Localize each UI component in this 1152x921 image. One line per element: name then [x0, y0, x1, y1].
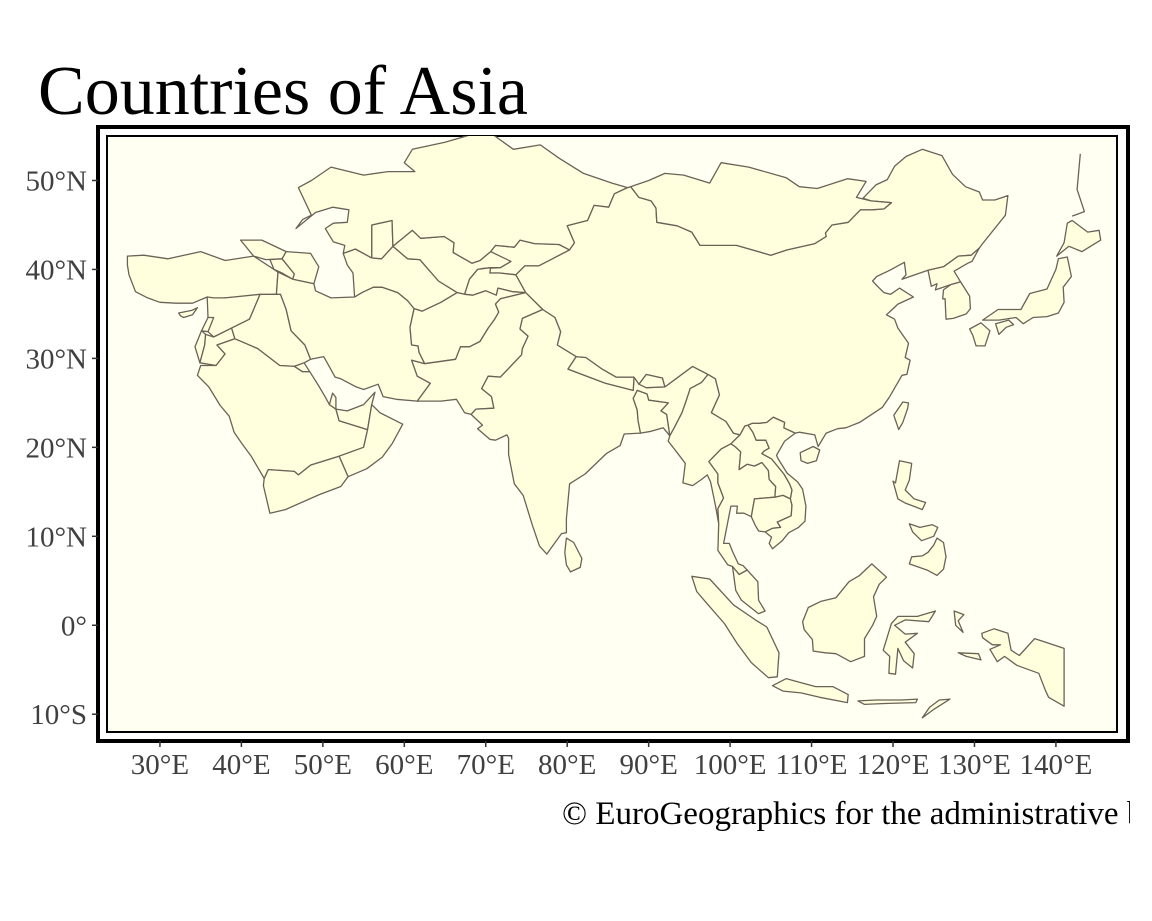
region-mindanao: [908, 537, 947, 577]
region-java: [771, 677, 849, 704]
x-tick-label: 60°E: [375, 749, 433, 781]
y-tick-label: 30°N: [25, 343, 87, 375]
region-timor: [921, 698, 951, 719]
y-axis-ticks: 50°N 40°N 30°N 20°N 10°N 0° 10°S: [25, 165, 98, 731]
region-oman: [338, 403, 404, 478]
region-lesser-sunda: [857, 698, 919, 706]
region-seram: [957, 652, 982, 661]
region-hainan: [799, 445, 821, 465]
region-sakhalin: [1071, 153, 1086, 217]
region-kazakhstan: [295, 136, 629, 264]
region-sumatra: [691, 575, 780, 679]
y-tick-label: 10°N: [25, 521, 87, 553]
x-tick-label: 70°E: [457, 749, 515, 781]
x-tick-label: 110°E: [776, 749, 848, 781]
region-cyprus: [178, 307, 199, 319]
region-borneo: [801, 563, 888, 663]
region-taiwan: [893, 401, 910, 431]
region-halmahera: [953, 610, 965, 634]
region-mongolia: [630, 162, 893, 256]
x-tick-label: 80°E: [538, 749, 596, 781]
x-axis-ticks: 30°E 40°E 50°E 60°E 70°E 80°E 90°E 100°E 110°E 12…: [131, 741, 1093, 781]
region-yemen: [262, 455, 349, 514]
region-peninsular-malaysia: [731, 565, 766, 615]
region-qatar: [328, 392, 337, 410]
region-luzon: [892, 460, 927, 511]
x-tick-label: 130°E: [938, 749, 1011, 781]
attribution-caption: © EuroGeographics for the administrative…: [562, 796, 1130, 832]
x-tick-label: 40°E: [212, 749, 270, 781]
region-united-arab-emirates: [335, 391, 376, 431]
y-tick-label: 10°S: [30, 699, 87, 731]
region-japan-honshu: [981, 256, 1073, 325]
y-tick-label: 20°N: [25, 432, 87, 464]
y-tick-label: 40°N: [25, 254, 87, 286]
region-south-korea: [942, 281, 972, 320]
region-japan-kyushu: [968, 322, 991, 347]
region-azerbaijan: [281, 250, 320, 285]
region-new-guinea-indonesia: [981, 628, 1065, 707]
region-sri-lanka: [564, 537, 583, 573]
region-sulawesi: [882, 610, 937, 675]
x-tick-label: 140°E: [1020, 749, 1093, 781]
country-polygons: [126, 136, 1102, 719]
map-title: Countries of Asia: [38, 53, 528, 130]
x-tick-label: 90°E: [619, 749, 677, 781]
region-lebanon: [200, 316, 215, 333]
x-tick-label: 100°E: [694, 749, 767, 781]
region-bangladesh: [632, 389, 671, 437]
region-visayas: [908, 523, 939, 542]
caption-clip: © EuroGeographics for the administrative…: [562, 793, 1130, 837]
region-japan-hokkaido: [1056, 219, 1102, 257]
region-north-korea: [927, 247, 980, 291]
y-tick-label: 50°N: [25, 165, 87, 197]
x-tick-label: 50°E: [294, 749, 352, 781]
x-tick-label: 30°E: [131, 749, 189, 781]
y-tick-label: 0°: [61, 610, 87, 642]
region-japan-shikoku: [994, 319, 1015, 336]
x-tick-label: 120°E: [857, 749, 930, 781]
